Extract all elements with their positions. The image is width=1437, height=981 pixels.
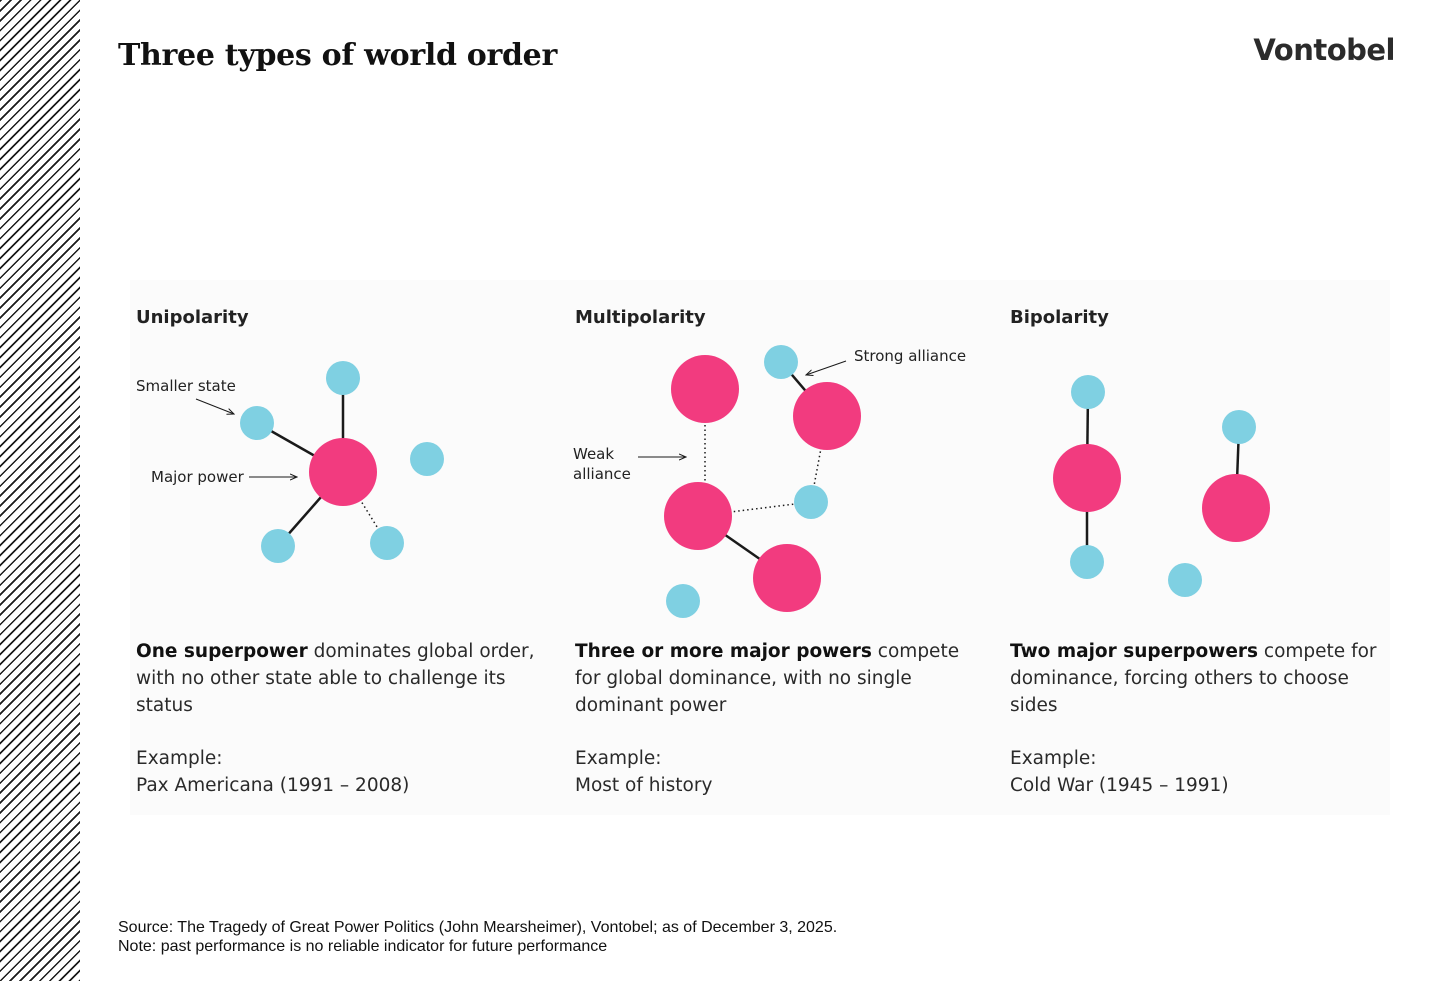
smaller-state-node [261,529,295,563]
heading-unipolarity: Unipolarity [136,307,249,328]
smaller-state-node [1168,563,1202,597]
unipolarity-diagram: Smaller state Major power [136,361,444,563]
description-unipolarity: One superpower dominates global order, w… [136,638,536,719]
annotation-arrow [195,398,234,414]
description-bipolarity: Two major superpowers compete for domina… [1010,638,1380,719]
example-label: Example: [1010,748,1097,769]
example-bipolarity: Example: Cold War (1945 – 1991) [1010,745,1410,799]
source-note: Source: The Tragedy of Great Power Polit… [118,918,837,956]
annotation-weak-alliance-line2: alliance [573,465,631,483]
heading-multipolarity: Multipolarity [575,307,706,328]
example-label: Example: [136,748,223,769]
example-label: Example: [575,748,662,769]
major-power-node [753,544,821,612]
example-multipolarity: Example: Most of history [575,745,975,799]
smaller-state-node [1070,545,1104,579]
decorative-hatch-border [0,0,80,981]
smaller-state-node [370,526,404,560]
example-unipolarity: Example: Pax Americana (1991 – 2008) [136,745,536,799]
smaller-state-node [794,485,828,519]
description-text: dominates global order, with no other st… [136,641,535,716]
annotation-strong-alliance: Strong alliance [854,347,966,365]
description-emphasis: Two major superpowers [1010,641,1259,662]
example-value: Cold War (1945 – 1991) [1010,775,1229,796]
smaller-state-node [410,442,444,476]
multipolarity-diagram: Strong alliance Weak alliance [573,345,966,618]
smaller-state-node [240,406,274,440]
heading-bipolarity: Bipolarity [1010,307,1109,328]
major-power-node [309,438,377,506]
description-emphasis: Three or more major powers [575,641,872,662]
description-multipolarity: Three or more major powers compete for g… [575,638,975,719]
annotation-smaller-state: Smaller state [136,377,236,395]
note-line: Note: past performance is no reliable in… [118,938,608,955]
smaller-state-node [764,345,798,379]
smaller-state-node [1071,375,1105,409]
major-power-node [671,355,739,423]
example-value: Pax Americana (1991 – 2008) [136,775,410,796]
smaller-state-node [1222,410,1256,444]
major-power-node [1053,444,1121,512]
page-title: Three types of world order [118,38,557,73]
major-power-node [1202,474,1270,542]
smaller-state-node [326,361,360,395]
description-emphasis: One superpower [136,641,308,662]
annotation-major-power: Major power [151,468,245,486]
bipolarity-diagram [1053,375,1270,597]
smaller-state-node [666,584,700,618]
annotation-weak-alliance-line1: Weak [573,445,614,463]
example-value: Most of history [575,775,713,796]
major-power-node [664,482,732,550]
source-line: Source: The Tragedy of Great Power Polit… [118,919,838,936]
major-power-node [793,382,861,450]
annotation-arrow [806,360,847,375]
description-text: compete for dominance, forcing others to… [1010,641,1377,716]
vontobel-logo: Vontobel [1253,33,1395,67]
description-text: compete for global dominance, with no si… [575,641,960,716]
